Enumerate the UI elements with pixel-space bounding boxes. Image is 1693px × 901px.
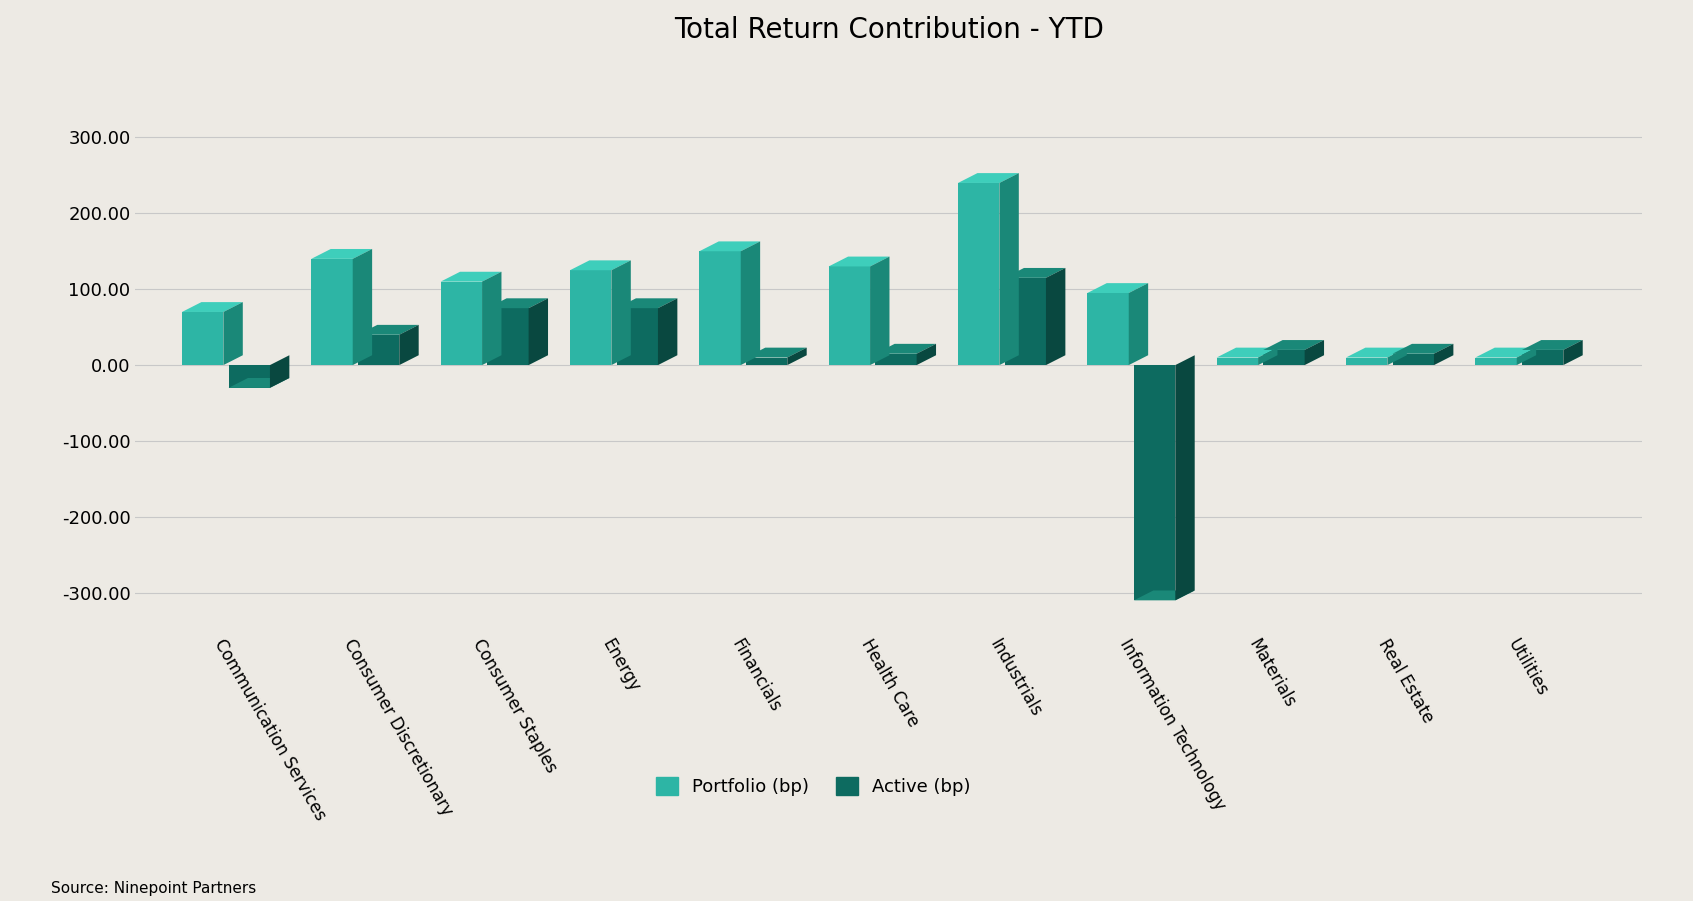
Polygon shape [870,257,889,365]
Polygon shape [1175,355,1195,600]
Polygon shape [1388,348,1407,365]
Polygon shape [958,183,999,365]
Polygon shape [699,251,742,365]
Polygon shape [269,355,290,387]
Polygon shape [1475,348,1536,358]
Polygon shape [357,335,400,365]
Polygon shape [357,325,418,335]
Polygon shape [483,272,501,365]
Polygon shape [958,173,1019,183]
Polygon shape [828,267,870,365]
Polygon shape [1134,365,1175,600]
Polygon shape [875,344,936,354]
Polygon shape [742,241,760,365]
Polygon shape [1517,348,1536,365]
Polygon shape [875,354,916,365]
Polygon shape [1263,340,1324,350]
Polygon shape [571,270,611,365]
Polygon shape [229,365,269,387]
Polygon shape [1134,590,1195,600]
Polygon shape [787,348,806,365]
Legend: Portfolio (bp), Active (bp): Portfolio (bp), Active (bp) [648,769,979,804]
Polygon shape [1004,278,1046,365]
Polygon shape [1522,340,1583,350]
Polygon shape [1087,293,1129,365]
Polygon shape [916,344,936,365]
Polygon shape [1046,268,1065,365]
Polygon shape [1393,354,1434,365]
Polygon shape [488,308,528,365]
Polygon shape [1217,358,1258,365]
Polygon shape [1263,350,1305,365]
Polygon shape [1129,283,1148,365]
Polygon shape [1305,340,1324,365]
Polygon shape [400,325,418,365]
Polygon shape [223,302,242,365]
Polygon shape [616,298,677,308]
Polygon shape [699,241,760,251]
Polygon shape [747,358,787,365]
Polygon shape [999,173,1019,365]
Text: Source: Ninepoint Partners: Source: Ninepoint Partners [51,881,256,896]
Polygon shape [828,257,889,267]
Polygon shape [1346,348,1407,358]
Title: Total Return Contribution - YTD: Total Return Contribution - YTD [674,16,1104,44]
Polygon shape [747,348,806,358]
Polygon shape [440,272,501,282]
Polygon shape [659,298,677,365]
Polygon shape [352,249,372,365]
Polygon shape [1475,358,1517,365]
Polygon shape [528,298,549,365]
Polygon shape [488,298,549,308]
Polygon shape [571,260,631,270]
Polygon shape [1004,268,1065,278]
Polygon shape [229,378,290,387]
Polygon shape [183,312,223,365]
Polygon shape [1563,340,1583,365]
Polygon shape [1217,348,1278,358]
Polygon shape [312,259,352,365]
Polygon shape [1087,283,1148,293]
Polygon shape [1346,358,1388,365]
Polygon shape [1522,350,1563,365]
Polygon shape [1434,344,1453,365]
Polygon shape [312,249,372,259]
Polygon shape [1393,344,1453,354]
Polygon shape [1258,348,1278,365]
Polygon shape [611,260,631,365]
Polygon shape [183,302,242,312]
Polygon shape [440,282,483,365]
Polygon shape [616,308,659,365]
